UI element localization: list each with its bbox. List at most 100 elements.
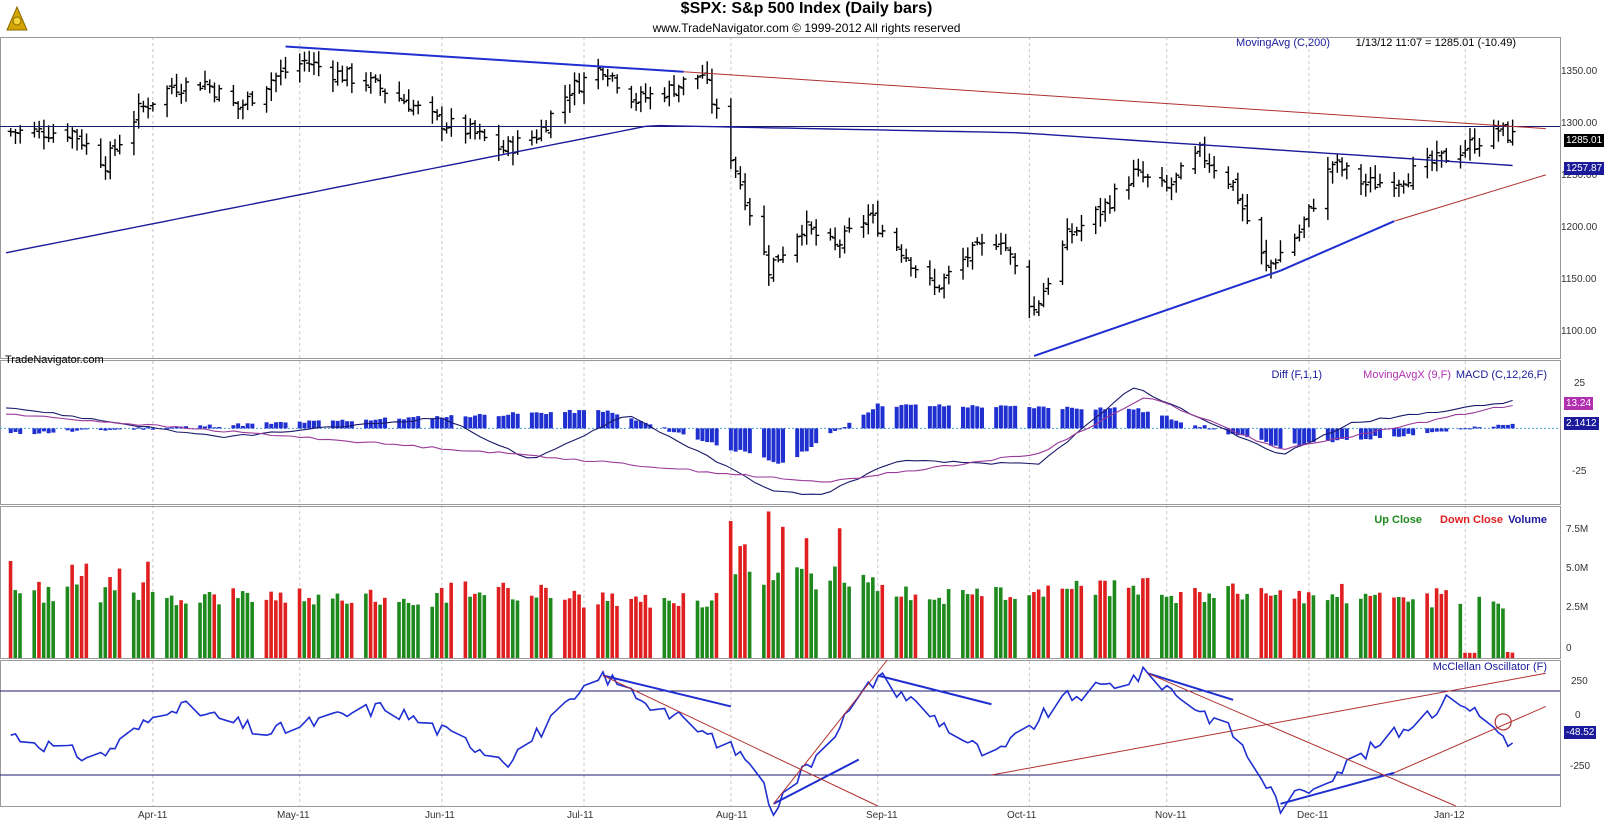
up-volume-bar <box>202 594 207 658</box>
up-volume-bar <box>335 593 340 658</box>
macd-histogram-bar <box>79 428 84 430</box>
down-volume-bar <box>648 607 652 658</box>
down-volume-bar <box>738 546 742 658</box>
down-volume-bar <box>1264 593 1268 658</box>
price-bar <box>680 76 687 96</box>
price-bar <box>377 74 384 96</box>
up-volume-bar <box>378 604 382 658</box>
macd-histogram-bar <box>449 415 454 429</box>
price-bar <box>216 84 223 102</box>
oscillator-trendline <box>773 659 888 805</box>
macd-histogram-bar <box>1278 428 1283 449</box>
macd-histogram-bar <box>349 421 354 429</box>
macd-histogram-bar <box>629 418 634 429</box>
up-volume-bar <box>1335 596 1339 658</box>
price-bar <box>1405 173 1412 188</box>
up-volume-bar <box>705 606 709 658</box>
macd-histogram-bar <box>1193 425 1198 429</box>
macd-histogram-bar <box>1032 408 1037 429</box>
price-bar <box>846 217 853 233</box>
macd-histogram-bar <box>41 428 46 432</box>
down-volume-bar <box>1505 652 1510 658</box>
oscillator-trendline <box>773 758 860 805</box>
price-bar <box>1244 194 1251 225</box>
price-bar <box>566 84 573 113</box>
macd-histogram-bar <box>1344 428 1349 440</box>
up-close-label: Up Close <box>1374 514 1422 526</box>
price-bar <box>836 239 843 258</box>
up-volume-bar <box>932 599 937 658</box>
price-bar <box>870 203 877 224</box>
macd-histogram-bar <box>1212 428 1217 430</box>
price-ytick-label: 1350.00 <box>1561 66 1598 77</box>
up-volume-bar <box>1373 594 1377 658</box>
up-volume-bar <box>444 602 449 658</box>
price-bar <box>1097 197 1104 227</box>
up-volume-bar <box>51 601 55 658</box>
macd-histogram-bar <box>1027 407 1032 429</box>
down-volume-bar <box>37 581 41 658</box>
macd-histogram-bar <box>496 416 501 429</box>
macd-histogram-bar <box>577 410 582 429</box>
price-bar <box>329 60 336 93</box>
macd-histogram-bar <box>397 418 402 429</box>
macd-histogram-bar <box>1496 424 1501 429</box>
price-bar <box>974 237 981 246</box>
macd-histogram-bar <box>1036 406 1041 429</box>
macd-histogram-bar <box>1141 412 1146 429</box>
up-volume-bar <box>994 587 998 658</box>
volume-ytick-label: 2.5M <box>1566 602 1589 613</box>
price-bar <box>671 75 678 97</box>
macd-ytick-label: 25 <box>1574 378 1586 389</box>
macd-histogram-bar <box>117 428 122 430</box>
oscillator-ytick-label: -250 <box>1570 761 1591 772</box>
up-volume-bar <box>468 596 472 658</box>
down-volume-bar <box>231 588 236 658</box>
price-bar <box>964 247 971 268</box>
macd-histogram-bar <box>866 412 871 429</box>
resistance-extension-line <box>683 71 1546 130</box>
price-bar <box>533 129 540 144</box>
up-volume-bar <box>799 568 804 658</box>
macd-histogram-bar <box>51 428 56 433</box>
macd-histogram-bar <box>828 428 833 434</box>
price-bar <box>201 70 208 90</box>
up-volume-bar <box>236 598 240 658</box>
macd-histogram-bar <box>13 428 18 432</box>
macd-histogram-bar <box>539 412 544 429</box>
down-volume-bar <box>1340 583 1344 658</box>
up-volume-bar <box>477 592 482 658</box>
macd-histogram-bar <box>799 428 804 452</box>
up-volume-bar <box>937 597 941 658</box>
down-volume-bar <box>8 560 13 658</box>
down-volume-bar <box>681 593 686 658</box>
price-ytick-label: 1300.00 <box>1561 118 1598 129</box>
macd-histogram-bar <box>1330 428 1335 443</box>
oscillator-trendline <box>602 674 732 708</box>
up-volume-bar <box>1131 585 1136 658</box>
down-volume-bar <box>1231 583 1235 658</box>
price-bar <box>448 108 455 137</box>
macd-histogram-bar <box>65 428 70 431</box>
down-volume-bar <box>439 587 444 658</box>
price-bar <box>116 134 123 155</box>
up-volume-bar <box>150 592 155 658</box>
down-volume-bar <box>1060 588 1065 658</box>
price-bar <box>1069 223 1076 244</box>
macd-histogram-bar <box>174 426 179 429</box>
price-bar <box>1192 146 1199 175</box>
up-volume-bar <box>795 567 799 658</box>
oscillator-trendline <box>991 672 1546 776</box>
price-bar <box>1031 296 1038 316</box>
up-volume-bar <box>866 582 870 658</box>
price-bar <box>737 166 744 190</box>
up-volume-bar <box>302 601 307 658</box>
up-volume-bar <box>510 599 515 658</box>
up-volume-bar <box>430 606 435 658</box>
oscillator-label: McClellan Oscillator (F) <box>1432 661 1547 673</box>
oscillator-ytick-label: 250 <box>1571 676 1588 687</box>
price-bar <box>315 51 322 77</box>
down-volume-bar <box>596 604 600 658</box>
price-bar <box>443 122 450 134</box>
volume-ytick-label: 7.5M <box>1566 524 1589 535</box>
